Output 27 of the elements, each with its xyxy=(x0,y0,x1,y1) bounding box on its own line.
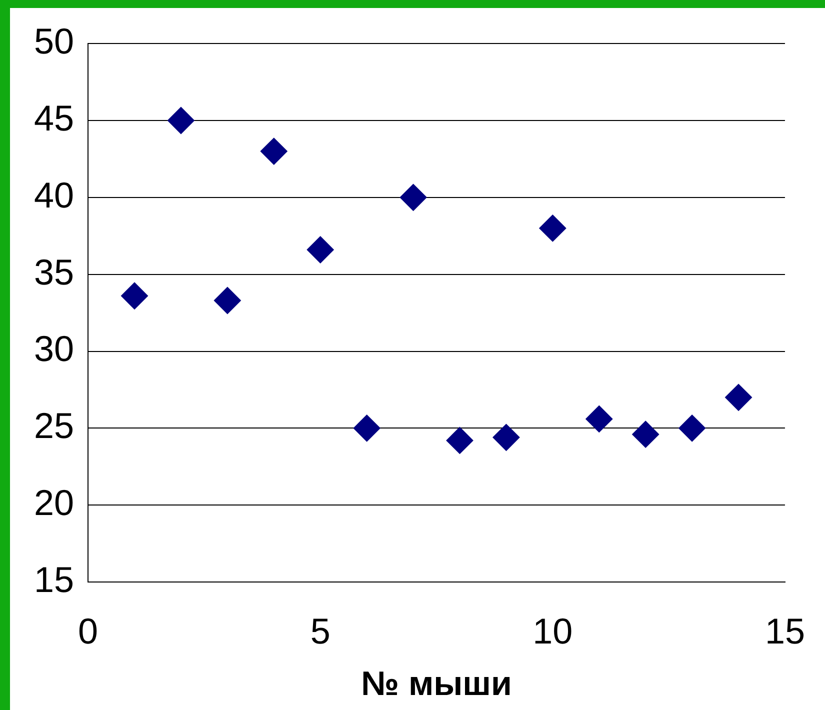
point xyxy=(353,414,380,442)
y-tick-label: 15 xyxy=(34,558,74,600)
y-tick-label: 45 xyxy=(34,97,74,138)
y-tick-label: 20 xyxy=(34,482,74,524)
x-tick-label: 10 xyxy=(532,610,573,652)
point xyxy=(632,420,660,448)
point xyxy=(725,384,752,411)
y-tick-label: 25 xyxy=(34,405,74,446)
point xyxy=(539,214,566,242)
y-tick-label: 50 xyxy=(34,20,74,62)
point xyxy=(214,286,241,314)
y-tick-label: 35 xyxy=(34,251,74,292)
x-tick-label: 0 xyxy=(78,610,98,652)
x-tick-label: 15 xyxy=(764,610,805,652)
x-tick-label: 5 xyxy=(310,610,330,652)
x-axis-title: № мыши xyxy=(361,664,512,703)
y-tick-label: 40 xyxy=(34,174,74,216)
point xyxy=(586,405,613,432)
point xyxy=(306,236,334,264)
point xyxy=(492,424,520,451)
point xyxy=(400,184,427,211)
point xyxy=(678,414,706,442)
point xyxy=(167,107,194,134)
point xyxy=(260,138,288,165)
point xyxy=(121,282,148,310)
point xyxy=(446,426,474,454)
y-tick-label: 30 xyxy=(34,328,74,370)
